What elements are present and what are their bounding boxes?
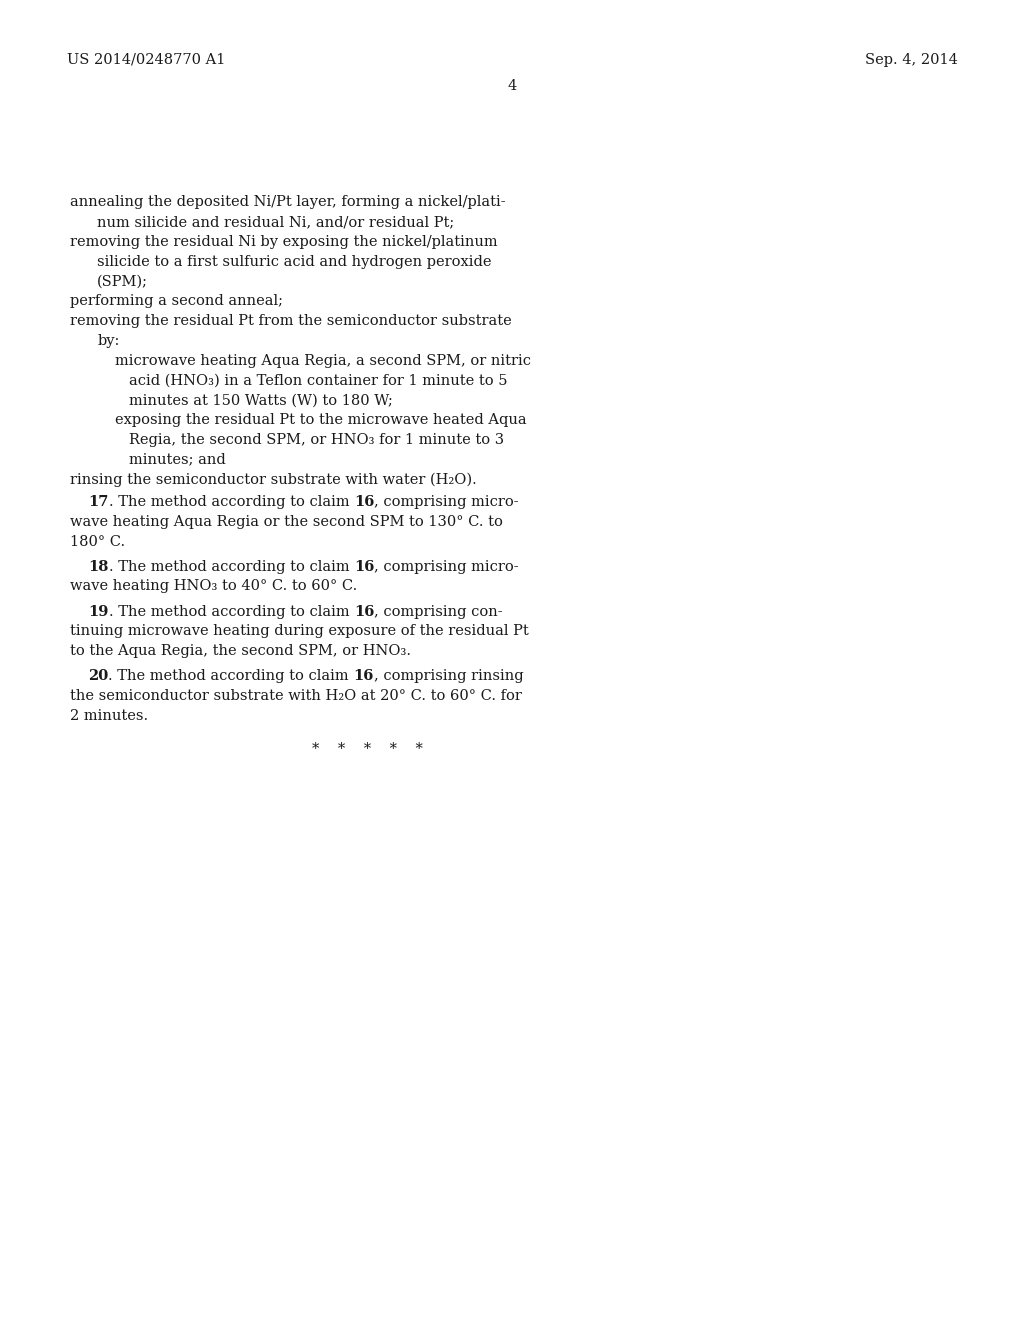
Text: tinuing microwave heating during exposure of the residual Pt: tinuing microwave heating during exposur… xyxy=(70,624,528,639)
Text: rinsing the semiconductor substrate with water (H₂O).: rinsing the semiconductor substrate with… xyxy=(70,473,476,487)
Text: performing a second anneal;: performing a second anneal; xyxy=(70,294,283,309)
Text: removing the residual Ni by exposing the nickel/platinum: removing the residual Ni by exposing the… xyxy=(70,235,498,249)
Text: num silicide and residual Ni, and/or residual Pt;: num silicide and residual Ni, and/or res… xyxy=(97,215,455,230)
Text: 4: 4 xyxy=(507,79,517,94)
Text: Regia, the second SPM, or HNO₃ for 1 minute to 3: Regia, the second SPM, or HNO₃ for 1 min… xyxy=(129,433,504,447)
Text: . The method according to claim: . The method according to claim xyxy=(109,495,353,510)
Text: wave heating HNO₃ to 40° C. to 60° C.: wave heating HNO₃ to 40° C. to 60° C. xyxy=(70,579,357,594)
Text: 16: 16 xyxy=(353,669,374,684)
Text: exposing the residual Pt to the microwave heated Aqua: exposing the residual Pt to the microwav… xyxy=(115,413,526,428)
Text: 2 minutes.: 2 minutes. xyxy=(70,709,147,723)
Text: . The method according to claim: . The method according to claim xyxy=(109,669,353,684)
Text: , comprising rinsing: , comprising rinsing xyxy=(374,669,523,684)
Text: 180° C.: 180° C. xyxy=(70,535,125,549)
Text: *    *    *    *    *: * * * * * xyxy=(312,742,423,756)
Text: by:: by: xyxy=(97,334,120,348)
Text: microwave heating Aqua Regia, a second SPM, or nitric: microwave heating Aqua Regia, a second S… xyxy=(115,354,530,368)
Text: acid (HNO₃) in a Teflon container for 1 minute to 5: acid (HNO₃) in a Teflon container for 1 … xyxy=(129,374,508,388)
Text: . The method according to claim: . The method according to claim xyxy=(109,605,353,619)
Text: , comprising micro-: , comprising micro- xyxy=(374,560,519,574)
Text: 17: 17 xyxy=(88,495,109,510)
Text: 16: 16 xyxy=(353,495,374,510)
Text: the semiconductor substrate with H₂O at 20° C. to 60° C. for: the semiconductor substrate with H₂O at … xyxy=(70,689,521,704)
Text: , comprising con-: , comprising con- xyxy=(374,605,503,619)
Text: , comprising micro-: , comprising micro- xyxy=(374,495,519,510)
Text: (SPM);: (SPM); xyxy=(97,275,148,289)
Text: annealing the deposited Ni/Pt layer, forming a nickel/plati-: annealing the deposited Ni/Pt layer, for… xyxy=(70,195,505,210)
Text: silicide to a first sulfuric acid and hydrogen peroxide: silicide to a first sulfuric acid and hy… xyxy=(97,255,492,269)
Text: Sep. 4, 2014: Sep. 4, 2014 xyxy=(864,53,957,67)
Text: US 2014/0248770 A1: US 2014/0248770 A1 xyxy=(67,53,225,67)
Text: to the Aqua Regia, the second SPM, or HNO₃.: to the Aqua Regia, the second SPM, or HN… xyxy=(70,644,411,659)
Text: removing the residual Pt from the semiconductor substrate: removing the residual Pt from the semico… xyxy=(70,314,511,329)
Text: . The method according to claim: . The method according to claim xyxy=(109,560,353,574)
Text: minutes; and: minutes; and xyxy=(129,453,225,467)
Text: 20: 20 xyxy=(88,669,109,684)
Text: wave heating Aqua Regia or the second SPM to 130° C. to: wave heating Aqua Regia or the second SP… xyxy=(70,515,503,529)
Text: 18: 18 xyxy=(88,560,109,574)
Text: minutes at 150 Watts (W) to 180 W;: minutes at 150 Watts (W) to 180 W; xyxy=(129,393,393,408)
Text: 16: 16 xyxy=(353,605,374,619)
Text: 16: 16 xyxy=(353,560,374,574)
Text: 19: 19 xyxy=(88,605,109,619)
